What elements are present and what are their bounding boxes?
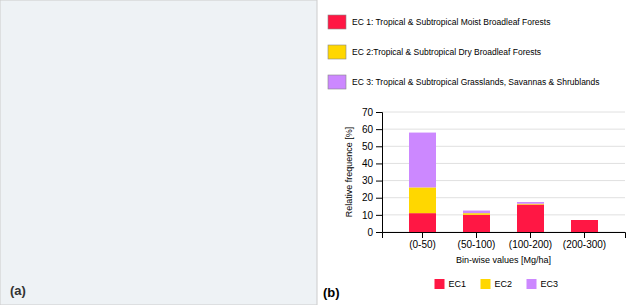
- tick-mark: [376, 198, 382, 199]
- bar: [517, 202, 544, 204]
- tick-label: (200-300): [563, 239, 606, 250]
- tick-mark: [422, 232, 423, 238]
- legend-label: EC2: [495, 279, 513, 289]
- bar: [571, 220, 598, 232]
- map-panel: [0, 0, 317, 305]
- legend-swatch: [527, 279, 537, 289]
- x-axis: (0-50) (50-100) (100-200) (200-300): [383, 232, 626, 250]
- tick-label: 0: [367, 227, 373, 238]
- bar: [409, 213, 436, 232]
- tick-mark: [530, 232, 531, 238]
- tick-mark: [376, 163, 382, 164]
- tick-label: 30: [362, 175, 374, 186]
- legend-swatch: [328, 15, 346, 29]
- bar: [463, 213, 490, 215]
- legend-swatch: [328, 75, 346, 89]
- tick-label: (50-100): [458, 239, 496, 250]
- tick-label: 70: [362, 107, 374, 118]
- bar: [409, 133, 436, 188]
- legend: EC1 EC2 EC3: [435, 279, 559, 289]
- tick-label: (0-50): [409, 239, 436, 250]
- series: [409, 187, 544, 214]
- legend-swatch: [435, 279, 445, 289]
- axis-line: [376, 113, 383, 233]
- bar: [571, 220, 598, 221]
- tick-mark: [376, 232, 382, 233]
- legend-label: EC3: [541, 279, 559, 289]
- legend-swatch: [328, 45, 346, 59]
- series: [409, 205, 598, 232]
- panel-label: (a): [10, 283, 26, 298]
- axis-line: [383, 233, 626, 239]
- tick: (100-200): [509, 232, 552, 250]
- tick: (200-300): [563, 232, 606, 250]
- tick: 70: [362, 107, 382, 118]
- bar: [463, 211, 490, 214]
- tick-label: 40: [362, 158, 374, 169]
- tick-label: 10: [362, 210, 374, 221]
- tick: 60: [362, 124, 382, 135]
- grid-line: [382, 112, 625, 113]
- bars: [409, 133, 598, 232]
- tick-label: 60: [362, 124, 374, 135]
- tick-label: 50: [362, 141, 374, 152]
- y-axis: 0 10 20 30 40 50 60 70: [362, 107, 383, 238]
- legend-label: EC 1: Tropical & Subtropical Moist Broad…: [352, 17, 550, 27]
- series: [409, 133, 544, 214]
- x-axis-title: Bin-wise values [Mg/ha]: [456, 255, 551, 265]
- description-legend: EC 1: Tropical & Subtropical Moist Broad…: [328, 15, 600, 89]
- tick-mark: [376, 181, 382, 182]
- tick-label: (100-200): [509, 239, 552, 250]
- chart: (a) EC 1: Tropical & Subtropical Moist Br…: [0, 0, 640, 305]
- tick: (0-50): [409, 232, 436, 250]
- legend-label: EC1: [449, 279, 467, 289]
- bar: [463, 215, 490, 232]
- panel-label: (b): [323, 285, 340, 300]
- bar: [571, 220, 598, 221]
- bar: [517, 205, 544, 232]
- legend-label: EC 2:Tropical & Subtropical Dry Broadlea…: [352, 47, 541, 57]
- tick: 40: [362, 158, 382, 169]
- tick: 20: [362, 192, 382, 203]
- grid: [382, 112, 625, 232]
- tick-label: 20: [362, 192, 374, 203]
- tick: (50-100): [458, 232, 496, 250]
- bar: [409, 187, 436, 213]
- tick-mark: [376, 129, 382, 130]
- grid-line: [382, 129, 625, 130]
- tick: 10: [362, 210, 382, 221]
- tick-mark: [476, 232, 477, 238]
- tick-mark: [584, 232, 585, 238]
- legend-label: EC 3: Tropical & Subtropical Grasslands,…: [352, 77, 600, 87]
- legend-swatch: [481, 279, 491, 289]
- y-axis-title: Relative frequence [%]: [344, 127, 354, 218]
- tick: 0: [367, 227, 382, 238]
- tick-mark: [376, 112, 382, 113]
- tick: 50: [362, 141, 382, 152]
- tick-mark: [376, 215, 382, 216]
- tick-mark: [376, 146, 382, 147]
- tick: 30: [362, 175, 382, 186]
